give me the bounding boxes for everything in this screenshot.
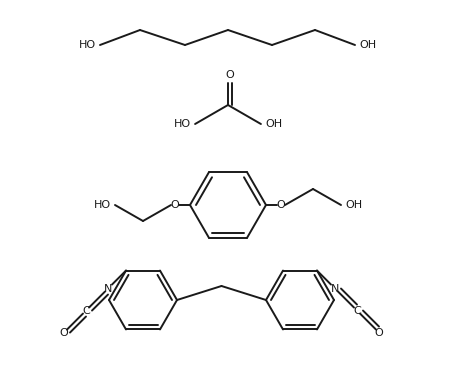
Text: HO: HO [174,119,191,129]
Text: O: O [171,200,179,210]
Text: C: C [353,306,361,316]
Text: O: O [375,327,383,338]
Text: O: O [226,70,234,80]
Text: N: N [331,284,339,293]
Text: OH: OH [265,119,282,129]
Text: O: O [59,327,69,338]
Text: HO: HO [94,200,111,210]
Text: OH: OH [359,40,376,50]
Text: C: C [82,306,90,316]
Text: HO: HO [79,40,96,50]
Text: O: O [276,200,286,210]
Text: N: N [104,284,112,293]
Text: OH: OH [345,200,362,210]
